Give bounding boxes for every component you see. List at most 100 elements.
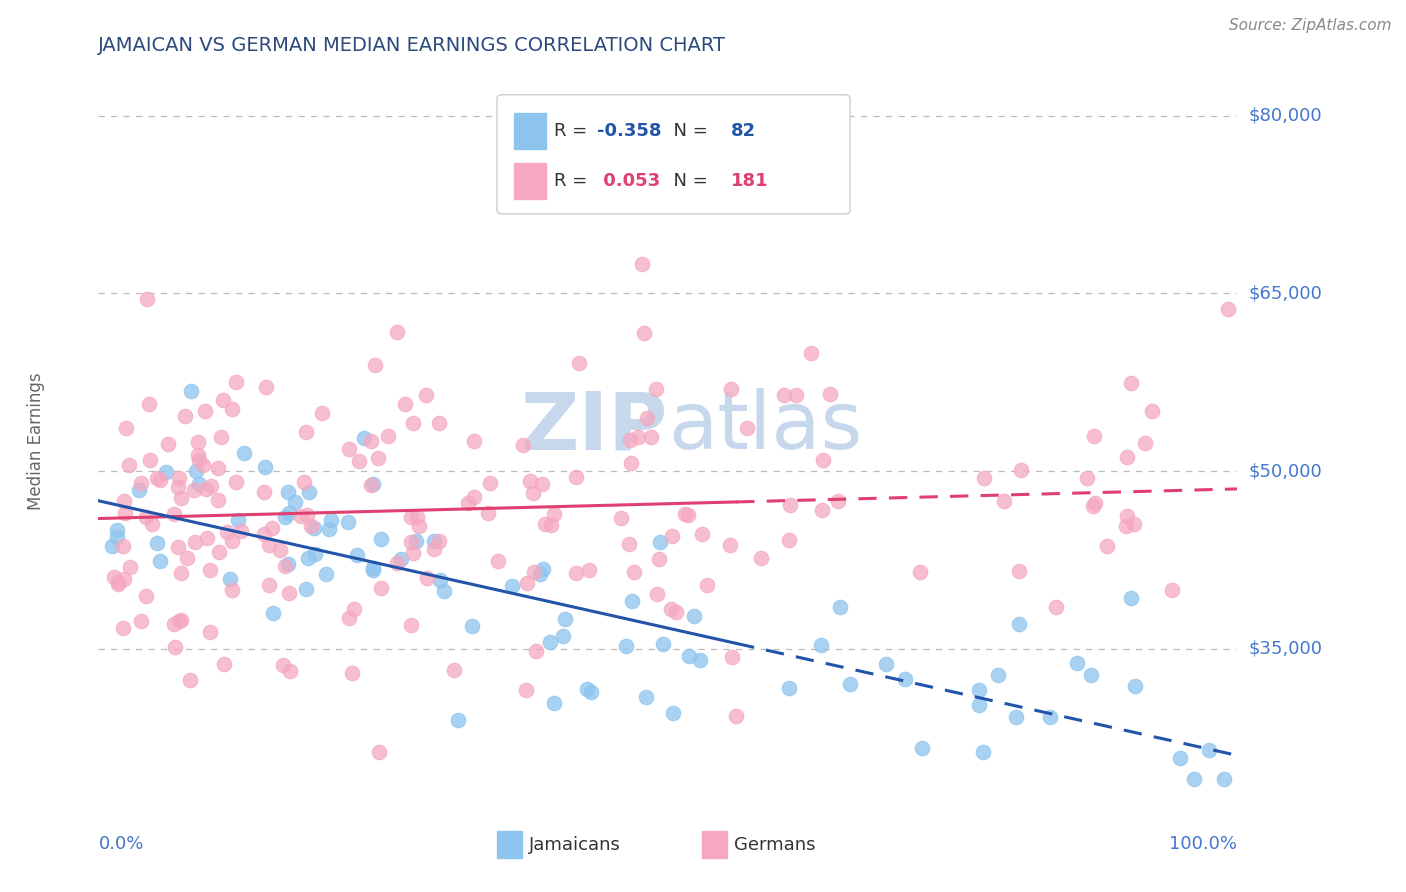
Point — [908, 565, 931, 579]
Point — [1081, 499, 1104, 513]
Point — [112, 493, 135, 508]
Point — [340, 666, 363, 681]
Text: ZIP: ZIP — [520, 388, 668, 467]
Point — [101, 539, 124, 553]
Point — [1119, 376, 1142, 390]
Text: N =: N = — [662, 172, 714, 190]
Point — [167, 480, 190, 494]
Text: $50,000: $50,000 — [1249, 462, 1322, 480]
Point — [578, 563, 600, 577]
Text: $65,000: $65,000 — [1249, 285, 1322, 302]
Point — [568, 355, 591, 369]
Text: JAMAICAN VS GERMAN MEDIAN EARNINGS CORRELATION CHART: JAMAICAN VS GERMAN MEDIAN EARNINGS CORRE… — [98, 36, 727, 54]
Point — [678, 649, 700, 664]
Point — [186, 464, 208, 478]
Point — [278, 586, 301, 600]
Point — [367, 745, 389, 759]
Point — [1216, 302, 1239, 317]
Point — [720, 382, 742, 396]
Point — [689, 652, 711, 666]
Point — [564, 470, 586, 484]
Point — [810, 638, 832, 652]
Point — [839, 677, 862, 691]
Point — [401, 546, 423, 560]
Bar — [515, 163, 546, 200]
Point — [1123, 679, 1146, 693]
Point — [225, 475, 247, 489]
Point — [253, 460, 276, 475]
Point — [195, 531, 218, 545]
Point — [277, 557, 299, 571]
Point — [415, 571, 437, 585]
Point — [564, 566, 586, 580]
Point — [284, 495, 307, 509]
Text: N =: N = — [662, 122, 714, 140]
Point — [155, 466, 177, 480]
Point — [146, 471, 169, 485]
Point — [972, 746, 994, 760]
Point — [394, 397, 416, 411]
Point — [129, 475, 152, 490]
Point — [530, 477, 553, 491]
Point — [163, 640, 186, 655]
Point — [107, 577, 129, 591]
Point — [207, 544, 229, 558]
Point — [187, 477, 209, 491]
Text: 0.0%: 0.0% — [98, 835, 143, 854]
Point — [136, 292, 159, 306]
Point — [1076, 471, 1098, 485]
Point — [673, 507, 696, 521]
Point — [1066, 656, 1088, 670]
Point — [183, 483, 205, 497]
Point — [524, 644, 547, 658]
Point — [778, 533, 800, 547]
Point — [179, 673, 201, 688]
Point — [180, 384, 202, 398]
Point — [1010, 463, 1032, 477]
Point — [634, 690, 657, 705]
Point — [262, 607, 284, 621]
Text: 82: 82 — [731, 122, 755, 140]
Point — [149, 554, 172, 568]
Point — [827, 493, 849, 508]
Point — [254, 380, 277, 394]
Point — [103, 570, 125, 584]
Point — [128, 483, 150, 497]
Point — [311, 406, 333, 420]
Point — [370, 532, 392, 546]
Point — [778, 681, 800, 696]
Point — [135, 589, 157, 603]
Point — [725, 709, 748, 723]
Point — [367, 450, 389, 465]
Point — [215, 524, 238, 539]
Point — [529, 567, 551, 582]
Point — [278, 506, 301, 520]
Point — [226, 513, 249, 527]
Point — [112, 621, 135, 635]
Point — [111, 539, 134, 553]
Point — [402, 416, 425, 430]
Point — [252, 527, 274, 541]
Text: Jamaicans: Jamaicans — [529, 836, 621, 854]
Point — [170, 491, 193, 505]
Point — [648, 552, 671, 566]
Point — [138, 396, 160, 410]
Point — [304, 547, 326, 561]
Point — [277, 485, 299, 500]
Point — [187, 448, 209, 462]
Point — [1084, 496, 1107, 510]
Point — [627, 430, 650, 444]
Point — [105, 530, 128, 544]
Text: Germans: Germans — [734, 836, 815, 854]
Point — [107, 574, 129, 589]
Point — [665, 606, 688, 620]
Point — [967, 682, 990, 697]
Point — [200, 479, 222, 493]
Point — [183, 534, 205, 549]
Point — [141, 516, 163, 531]
Point — [377, 429, 399, 443]
Point — [515, 682, 537, 697]
Point — [640, 430, 662, 444]
Point — [221, 582, 243, 597]
Point — [176, 551, 198, 566]
